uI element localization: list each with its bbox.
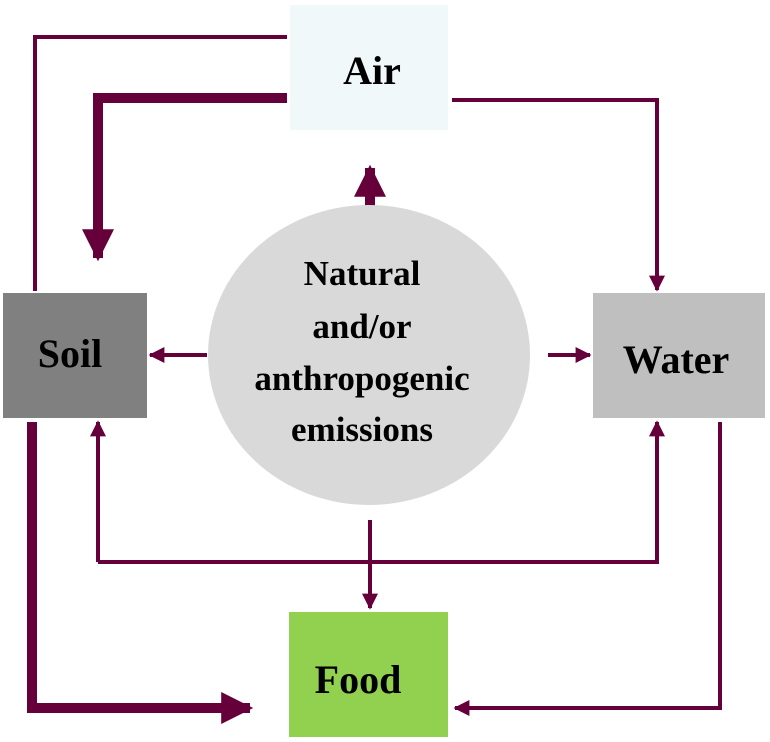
air-label: Air [343,48,401,93]
center-line: Natural [304,254,421,293]
arrow-air-soil-thick [81,93,287,262]
food-box [289,612,448,737]
arrow-soil-food [27,422,254,725]
arrow-air-water [452,98,665,292]
water-box [593,293,765,418]
center-line: anthropogenic [254,359,469,398]
air-box [290,5,448,130]
center-line: emissions [291,410,433,449]
soil-label: Soil [38,331,102,376]
soil-box [3,293,147,418]
center-line: and/or [312,307,411,346]
arrow-air-soil [33,35,287,291]
food-label: Food [315,657,402,702]
arrow-loop-water [98,420,665,564]
emissions-circle [208,205,530,505]
arrow-water-food [453,422,722,716]
water-label: Water [623,337,730,382]
